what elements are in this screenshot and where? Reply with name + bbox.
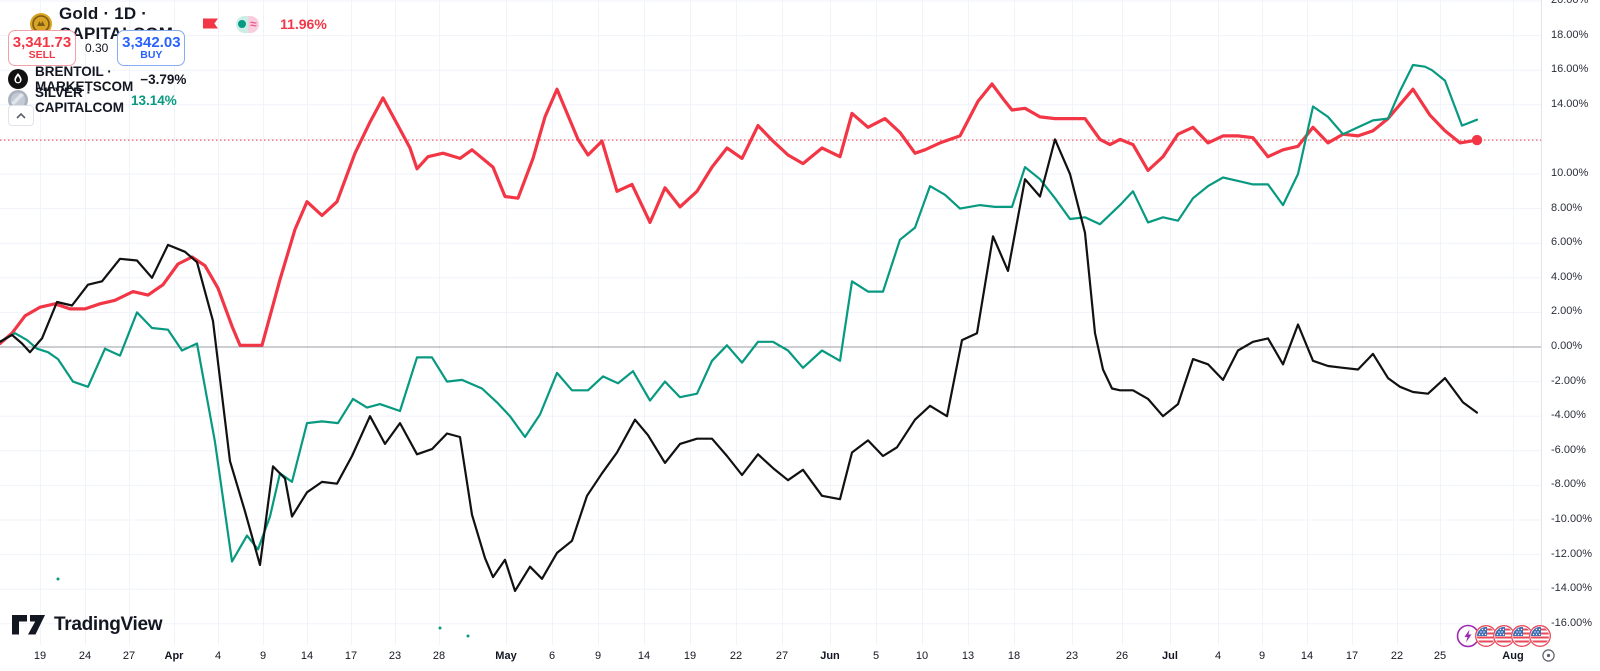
price-label: 20.00% [1551, 0, 1589, 6]
pill-dot-icon [236, 15, 248, 33]
sell-button[interactable]: 3,341.73 SELL [8, 30, 76, 66]
sell-label: SELL [28, 49, 56, 62]
time-tick-label: 13 [961, 650, 975, 662]
time-tick-label: 24 [78, 650, 92, 662]
time-tick-label: 9 [259, 650, 267, 662]
time-tick-label: 27 [122, 650, 136, 662]
time-tick-label: 14 [637, 650, 651, 662]
price-label: -12.00% [1551, 547, 1592, 560]
price-label: 6.00% [1551, 236, 1583, 249]
time-tick-label: 17 [344, 650, 358, 662]
data-speck [438, 626, 442, 630]
price-label: -6.00% [1551, 443, 1586, 456]
time-tick-label: Apr [164, 650, 184, 662]
main-symbol-row[interactable]: Gold · 1D · CAPITALCOM ≈ 11.96% [30, 4, 327, 44]
time-tick-label: 4 [214, 650, 222, 662]
axis-settings-icon[interactable] [1541, 648, 1556, 668]
order-panel: 3,341.73 SELL 0.30 3,342.03 BUY [8, 30, 186, 66]
price-label: 8.00% [1551, 201, 1583, 214]
time-tick-label: 22 [729, 650, 743, 662]
time-axis[interactable]: 19 24 27 Apr 4 9 14 17 23 28 May 6 9 14 19 22 27 Jun 5 10 13… [0, 645, 1600, 671]
time-tick-label: 19 [33, 650, 47, 662]
data-speck [56, 577, 60, 581]
oil-drop-icon [8, 69, 28, 89]
legend-collapse-button[interactable] [8, 105, 34, 126]
price-label: -16.00% [1551, 616, 1592, 629]
spread-value: 0.30 [85, 41, 109, 55]
compare-symbol: BRENTOIL · MARKETSCOM [35, 64, 134, 94]
sell-price: 3,341.73 [12, 33, 72, 51]
time-tick-label: Jul [1162, 650, 1178, 662]
price-label: 10.00% [1551, 167, 1589, 179]
time-tick-label: 23 [1065, 650, 1079, 662]
time-tick-label: May [495, 650, 517, 662]
time-tick-label: 17 [1345, 650, 1359, 662]
compare-change: 13.14% [130, 92, 177, 108]
us-flag-event-icon[interactable] [1529, 624, 1552, 653]
series-line-brentoil [0, 138, 1479, 593]
data-speck [466, 634, 470, 638]
compare-row-silver[interactable]: SILVER · CAPITALCOM 13.14% [8, 85, 177, 115]
event-markers [1456, 624, 1552, 653]
series-line-gold [0, 82, 1479, 347]
time-tick-label: 5 [872, 650, 880, 662]
price-label: -10.00% [1551, 513, 1592, 525]
price-label: 14.00% [1551, 97, 1589, 110]
buy-price: 3,342.03 [122, 33, 181, 51]
time-tick-label: 18 [1007, 650, 1021, 662]
price-label: -4.00% [1551, 409, 1586, 422]
time-tick-label: 23 [388, 650, 402, 662]
time-tick-label: 9 [594, 650, 602, 662]
series-line-silver [0, 63, 1479, 563]
time-tick-label: 27 [775, 650, 789, 662]
flag-icon[interactable] [202, 17, 219, 31]
time-tick-label: 6 [548, 650, 556, 662]
time-tick-label: 9 [1258, 650, 1266, 662]
pill-approx-icon: ≈ [247, 15, 260, 33]
time-tick-label: 14 [300, 650, 314, 662]
time-tick-label: 19 [683, 650, 697, 662]
price-label: -8.00% [1551, 478, 1586, 491]
price-label: 18.00% [1551, 28, 1589, 41]
compare-row-brentoil[interactable]: BRENTOIL · MARKETSCOM −3.79% [8, 64, 186, 94]
tradingview-logo[interactable]: TradingView [12, 614, 163, 636]
time-tick-label: 4 [1214, 650, 1222, 662]
chevron-up-icon [16, 112, 26, 119]
price-label: 0.00% [1551, 340, 1583, 352]
compare-toggle-pill[interactable]: ≈ [236, 15, 260, 33]
time-tick-label: 28 [432, 650, 446, 662]
price-label: 16.00% [1551, 63, 1589, 76]
buy-button[interactable]: 3,342.03 BUY [117, 30, 186, 66]
price-label: 2.00% [1551, 305, 1583, 318]
symbol-change: 11.96% [280, 16, 327, 32]
time-tick-label: 26 [1115, 650, 1129, 662]
price-label: 4.00% [1551, 270, 1583, 283]
time-tick-label: 25 [1433, 650, 1447, 662]
time-tick-label: Jun [820, 650, 840, 662]
buy-label: BUY [140, 49, 163, 62]
gold-coin-icon [30, 13, 52, 35]
price-label: -14.00% [1551, 582, 1592, 595]
tradingview-logo-icon [12, 615, 45, 635]
time-tick-label: 22 [1390, 650, 1404, 662]
price-label: -2.00% [1551, 374, 1586, 387]
tradingview-logo-text: TradingView [54, 614, 163, 635]
compare-change: −3.79% [140, 71, 187, 87]
compare-symbol: SILVER · CAPITALCOM [35, 85, 124, 115]
time-tick-label: 14 [1300, 650, 1314, 662]
time-tick-label: Aug [1502, 650, 1524, 662]
time-tick-label: 10 [915, 650, 929, 662]
series-end-dot-gold [1471, 134, 1483, 146]
